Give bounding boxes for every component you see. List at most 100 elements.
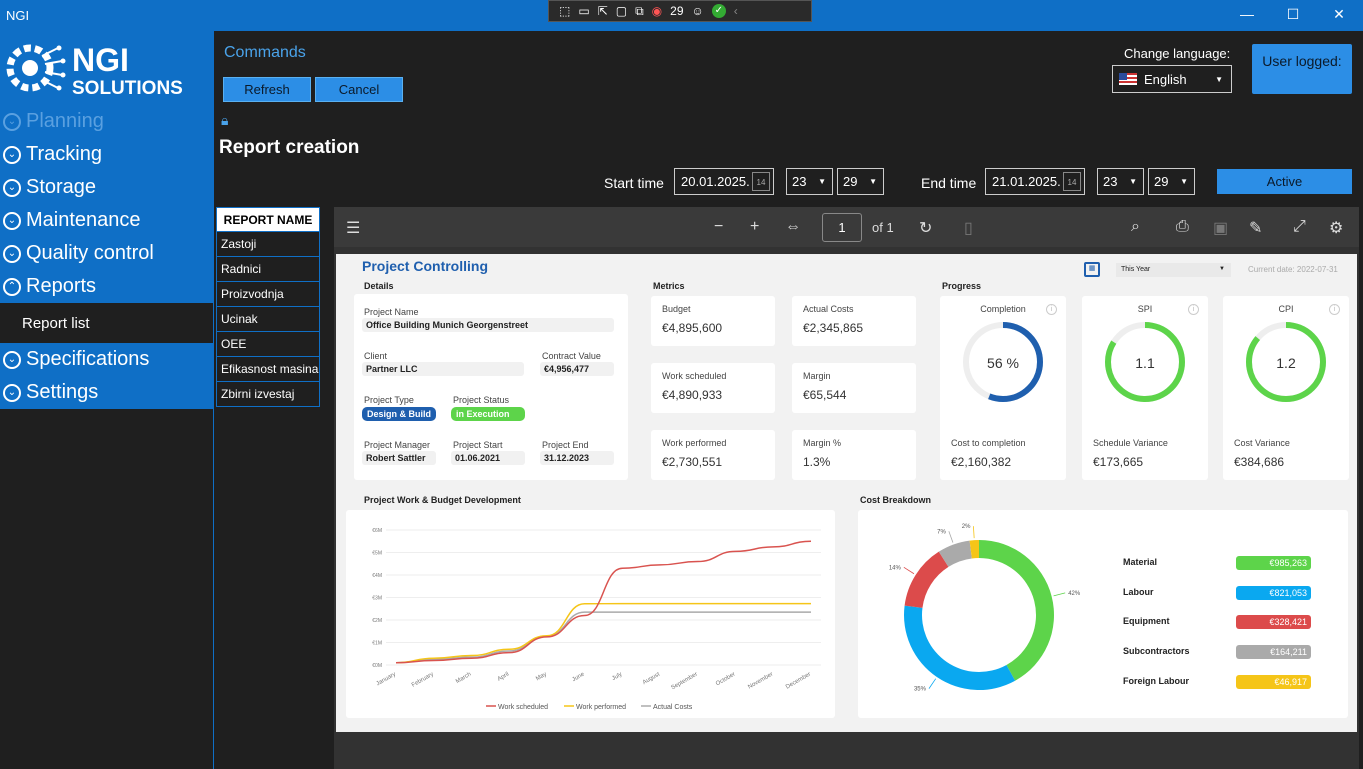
nav-subitem-report-list[interactable]: Report list (0, 303, 213, 343)
report-name-item[interactable]: Zbirni izvestaj (216, 382, 320, 407)
collapse-icon[interactable]: ‹ (733, 4, 738, 18)
nav-item-planning[interactable]: ⌄ Planning (0, 105, 213, 138)
start-date-input[interactable]: 20.01.2025. 14 (674, 168, 774, 195)
info-icon[interactable]: i (1188, 304, 1199, 315)
lock-icon[interactable]: 🔒︎ (221, 112, 229, 128)
spi-gauge (1105, 322, 1185, 402)
search-icon[interactable]: ⌕ (1131, 218, 1140, 235)
language-select[interactable]: English ▼ (1112, 65, 1232, 93)
minimize-button[interactable]: — (1240, 6, 1254, 22)
fit-width-icon[interactable]: ⇔ (785, 218, 801, 235)
chevron-down-icon: ⌄ (3, 145, 21, 164)
fullscreen-icon[interactable]: ⤢ (1293, 218, 1306, 235)
legend-value-bar: €328,421 (1236, 615, 1311, 630)
legend-row: Material €985,263 (1123, 556, 1311, 570)
outline-icon[interactable]: ☰ (346, 220, 361, 237)
current-date: Current date: 2022-07-31 (1248, 265, 1338, 274)
legend-name: Material (1123, 557, 1158, 567)
legend-row: Foreign Labour €46,917 (1123, 674, 1311, 689)
line-chart-card: €0M €1M €2M €3M €4M €5M €6M January February Marc… (346, 510, 835, 718)
page-title: Report creation (219, 137, 360, 158)
calendar-icon[interactable]: ▦ (1084, 262, 1100, 277)
project-end-value: 31.12.2023 (540, 451, 614, 465)
report-name-item[interactable]: Efikasnost masina (216, 357, 320, 382)
maximize-button[interactable]: ☐ (1286, 6, 1300, 22)
zoom-out-icon[interactable]: − (714, 218, 724, 235)
capture-icon[interactable]: ⬚ (559, 4, 571, 18)
x-tick-label: November (747, 672, 774, 691)
print-icon[interactable]: ⎙ (1176, 218, 1189, 235)
active-button[interactable]: Active (1217, 169, 1352, 194)
language-label: Change language: (1124, 46, 1231, 61)
pdf-viewer: ☰ − + ⇔ 1 of 1 ↻ ▯ ⌕ ⎙ ▣ ✎ ⤢ ⚙ Project C… (334, 207, 1359, 769)
metrics-heading: Metrics (653, 281, 685, 291)
report-name-item[interactable]: Radnici (216, 257, 320, 282)
cancel-button[interactable]: Cancel (315, 77, 403, 102)
completion-card: Completion i 56 % Cost to completion €2,… (940, 296, 1066, 480)
pointer-icon[interactable]: ⇱ (597, 4, 608, 18)
dropdown-arrow-icon: ▼ (818, 177, 826, 186)
nav-label: Planning (26, 110, 104, 132)
calendar-icon[interactable]: 14 (1063, 172, 1081, 191)
start-minute-select[interactable]: 29 ▼ (837, 168, 884, 195)
dropdown-arrow-icon: ▼ (1215, 75, 1223, 84)
report-name-item[interactable]: OEE (216, 332, 320, 357)
info-icon[interactable]: i (1329, 304, 1340, 315)
nav-item-tracking[interactable]: ⌄ Tracking (0, 138, 213, 171)
zoom-in-icon[interactable]: + (750, 218, 760, 235)
nav-sub-label: Report list (22, 314, 90, 332)
chevron-down-icon: ⌄ (3, 383, 21, 402)
nav-item-storage[interactable]: ⌄ Storage (0, 171, 213, 204)
dropdown-arrow-icon: ▼ (1219, 266, 1225, 272)
chevron-down-icon: ⌄ (3, 211, 21, 230)
series-line (395, 611, 811, 664)
calendar-icon[interactable]: 14 (752, 172, 770, 191)
save-icon[interactable]: ▣ (1213, 220, 1229, 237)
rotate-icon[interactable]: ↻ (919, 220, 933, 237)
check-icon[interactable]: ✓ (711, 4, 726, 18)
pie-slice (938, 540, 972, 567)
two-page-icon[interactable]: ▯ (964, 220, 973, 237)
report-name-item[interactable]: Ucinak (216, 307, 320, 332)
nav-item-settings[interactable]: ⌄ Settings (0, 376, 213, 409)
window-icon[interactable]: ▢ (615, 4, 628, 18)
project-status-badge: in Execution (451, 407, 525, 421)
budget-label: Budget (662, 304, 691, 314)
nav-item-reports[interactable]: ⌃ Reports (0, 270, 213, 303)
project-manager-value: Robert Sattler (362, 451, 436, 465)
pie-percent-label: 35% (914, 687, 927, 693)
report-name-item[interactable]: Zastoji (216, 232, 320, 257)
report-name-item[interactable]: Proizvodnja (216, 282, 320, 307)
accessibility-icon[interactable]: ☺ (691, 4, 704, 18)
series-line (395, 540, 812, 664)
x-tick-label: June (571, 671, 586, 683)
screen-icon[interactable]: ⧉ (635, 3, 644, 18)
save-as-icon[interactable]: ✎ (1249, 220, 1263, 237)
refresh-button[interactable]: Refresh (223, 77, 311, 102)
period-select[interactable]: This Year ▼ (1116, 263, 1231, 277)
info-icon[interactable]: i (1046, 304, 1057, 315)
settings-icon[interactable]: ⚙ (1329, 220, 1344, 237)
schedule-variance-value: €173,665 (1093, 455, 1144, 469)
end-date-input[interactable]: 21.01.2025. 14 (985, 168, 1085, 195)
close-button[interactable]: ✕ (1333, 6, 1345, 22)
page-number-input[interactable]: 1 (822, 213, 862, 242)
pie-percent-label: 2% (962, 524, 971, 530)
nav-item-specifications[interactable]: ⌄ Specifications (0, 343, 213, 376)
user-logged-box[interactable]: User logged: (1252, 44, 1352, 94)
report-name-header: REPORT NAME (216, 207, 320, 232)
start-hour-select[interactable]: 23 ▼ (786, 168, 833, 195)
project-status-label: Project Status (453, 395, 510, 405)
nav-item-maintenance[interactable]: ⌄ Maintenance (0, 204, 213, 237)
details-card: Project Name Office Building Munich Geor… (354, 294, 628, 480)
report-name-list: REPORT NAME Zastoji Radnici Proizvodnja … (216, 207, 320, 407)
spi-value: 1.1 (1135, 355, 1155, 371)
end-hour-select[interactable]: 23 ▼ (1097, 168, 1144, 195)
cost-to-completion-label: Cost to completion (951, 438, 1026, 448)
dropdown-arrow-icon: ▼ (1129, 177, 1137, 186)
nav-item-quality-control[interactable]: ⌄ Quality control (0, 237, 213, 270)
end-minute-select[interactable]: 29 ▼ (1148, 168, 1195, 195)
camera-icon[interactable]: ▭ (578, 4, 590, 18)
completion-gauge (963, 322, 1043, 402)
record-icon[interactable]: ◉ (651, 4, 663, 18)
